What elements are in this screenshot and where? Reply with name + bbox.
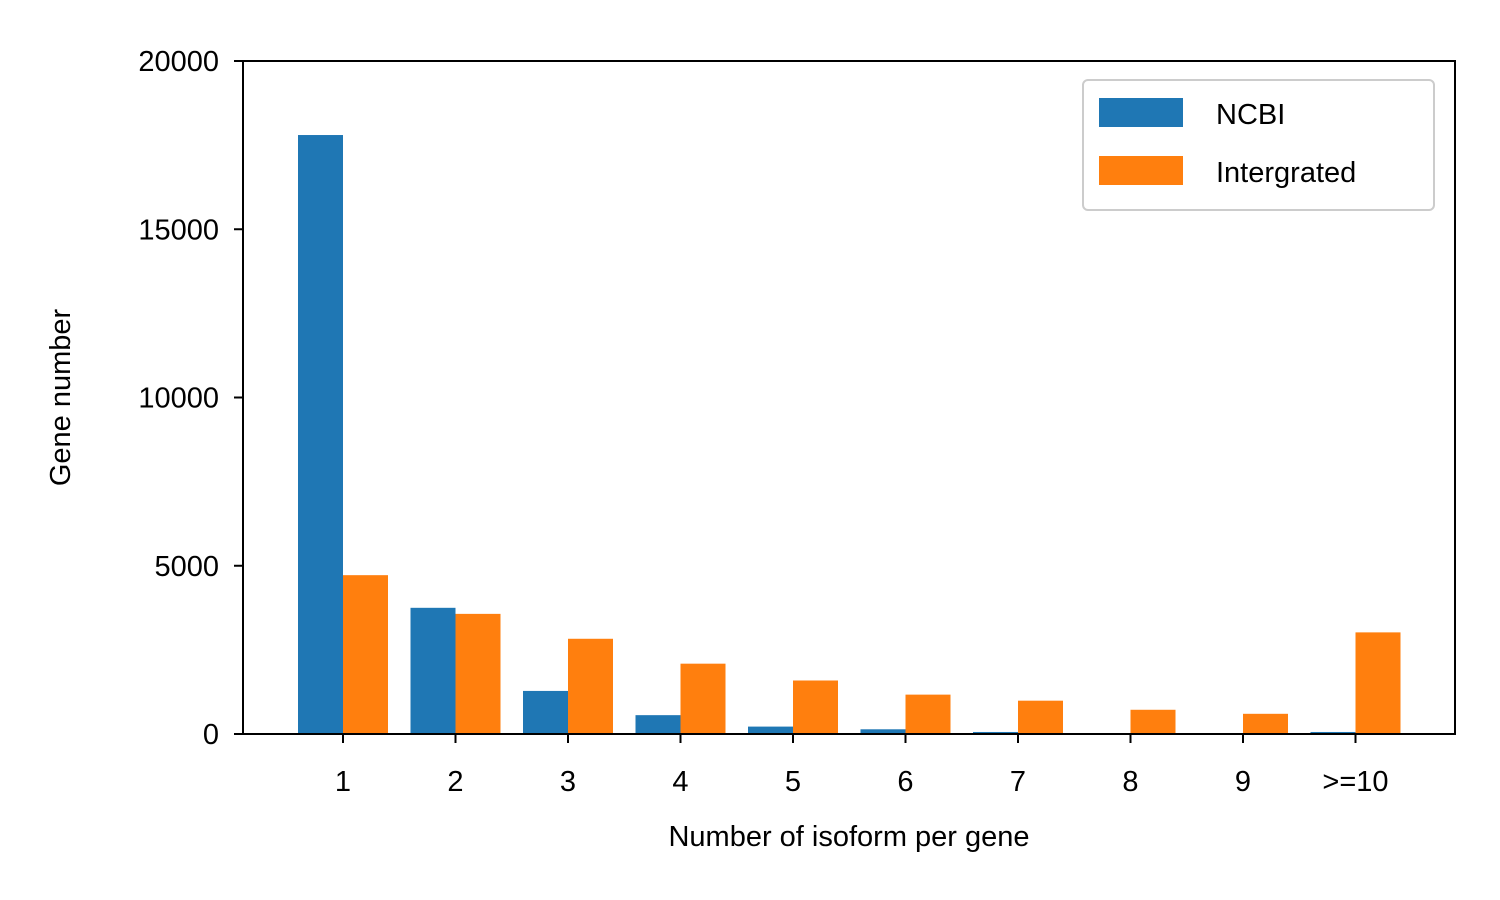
bar-ncbi-7 — [973, 731, 1018, 734]
bar-ncbi-5 — [748, 726, 793, 734]
x-tick-label: 7 — [1010, 766, 1026, 798]
x-tick-label: >=10 — [1322, 766, 1388, 798]
bar-intergrated-4 — [680, 663, 726, 734]
bar-ncbi-2 — [410, 607, 456, 734]
x-tick-label: 4 — [672, 766, 688, 798]
bar-intergrated-2 — [455, 613, 501, 734]
bar-ncbi-10 — [1310, 731, 1356, 734]
x-tick-label: 9 — [1235, 766, 1251, 798]
bar-ncbi-6 — [860, 729, 906, 734]
bar-intergrated-9 — [1243, 713, 1288, 734]
x-tick-label: 2 — [447, 766, 463, 798]
bar-ncbi-4 — [635, 715, 681, 734]
bar-intergrated-5 — [793, 680, 838, 734]
bar-intergrated-10 — [1355, 632, 1401, 734]
bar-intergrated-8 — [1130, 709, 1176, 734]
y-tick-label: 10000 — [138, 383, 219, 415]
y-axis: 0 5000 10000 15000 20000 — [138, 46, 243, 751]
bar-intergrated-1 — [343, 575, 388, 734]
y-tick-label: 15000 — [138, 214, 219, 246]
y-axis-title: Gene number — [45, 308, 77, 486]
legend-swatch-intergrated — [1099, 156, 1183, 185]
y-tick-label: 20000 — [138, 46, 219, 78]
bar-ncbi-3 — [523, 690, 568, 734]
bar-intergrated-3 — [568, 638, 613, 734]
bars-layer — [298, 135, 1401, 734]
bar-intergrated-6 — [905, 694, 951, 734]
bar-intergrated-7 — [1018, 700, 1063, 734]
x-tick-label: 8 — [1122, 766, 1138, 798]
x-tick-label: 3 — [560, 766, 576, 798]
x-tick-label: 6 — [897, 766, 913, 798]
legend-label-intergrated: Intergrated — [1216, 157, 1356, 189]
x-axis: 1 2 3 4 5 6 7 8 9 >=10 — [335, 734, 1389, 798]
legend-swatch-ncbi — [1099, 98, 1183, 127]
legend-label-ncbi: NCBI — [1216, 99, 1285, 131]
legend: NCBI Intergrated — [1082, 79, 1435, 211]
bar-ncbi-1 — [298, 135, 343, 734]
y-tick-label: 0 — [203, 719, 219, 751]
x-tick-label: 5 — [785, 766, 801, 798]
x-tick-label: 1 — [335, 766, 351, 798]
x-axis-title: Number of isoform per gene — [668, 821, 1029, 853]
y-tick-label: 5000 — [154, 551, 219, 583]
